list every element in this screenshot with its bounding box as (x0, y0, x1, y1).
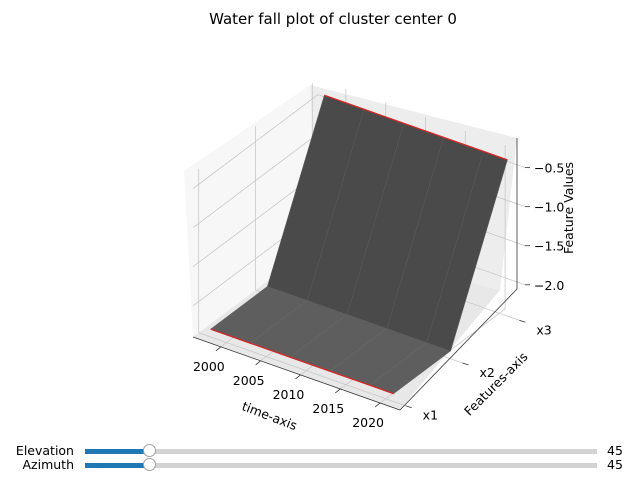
x-tick-label: 2005 (233, 373, 265, 388)
z-tick-label: −1.5 (534, 239, 564, 254)
x-tick-label: 2020 (352, 415, 384, 430)
azimuth-control: Azimuth 45 (0, 458, 635, 472)
y-tick-mark (405, 405, 412, 409)
azimuth-value: 45 (607, 457, 623, 472)
y-tick-label: x1 (423, 408, 438, 423)
elevation-label: Elevation (15, 443, 74, 458)
z-axis-label: Feature Values (561, 162, 576, 254)
y-axis-label: Features-axis (461, 349, 531, 419)
x-tick-mark (215, 346, 222, 352)
elevation-slider[interactable] (85, 444, 597, 457)
x-ticks: 2000 2005 2010 2015 2020 (193, 346, 384, 430)
y-tick-mark (519, 319, 526, 323)
x-tick-mark (374, 402, 381, 408)
elevation-slider-fill (85, 449, 149, 454)
series-edge-line (324, 94, 508, 161)
azimuth-label: Azimuth (22, 457, 74, 472)
surface-plot (210, 94, 508, 395)
y-tick-label: x3 (536, 322, 551, 337)
x-tick-mark (255, 360, 261, 366)
z-tick-label: −2.0 (534, 278, 564, 293)
y-tick-mark (462, 362, 469, 366)
elevation-control: Elevation 45 (0, 444, 635, 458)
x-tick-label: 2010 (273, 387, 305, 402)
axes-lines (192, 138, 518, 411)
x-axis-label: time-axis (240, 398, 299, 433)
chart-title: Water fall plot of cluster center 0 (209, 10, 457, 28)
z-tick-label: −1.0 (534, 200, 564, 215)
grid-line (192, 94, 319, 189)
y-tick-label: x2 (480, 365, 495, 380)
elevation-slider-handle[interactable] (143, 444, 156, 457)
elevation-value: 45 (607, 443, 623, 458)
z-tick-label: −0.5 (534, 161, 564, 176)
x-tick-label: 2000 (193, 359, 225, 374)
x-tick-mark (295, 374, 301, 380)
x-tick-label: 2015 (312, 401, 344, 416)
azimuth-slider-handle[interactable] (143, 458, 156, 471)
azimuth-slider-fill (85, 463, 149, 468)
y-ticks: x1 x2 x3 (405, 319, 552, 423)
grid-line (198, 332, 406, 407)
x-tick-mark (335, 388, 341, 394)
waterfall-plot: Water fall plot of cluster center 0 2000… (184, 10, 576, 434)
x-axis-line (192, 336, 401, 411)
y-axis-line (399, 288, 518, 411)
azimuth-slider[interactable] (85, 458, 597, 471)
left-pane (184, 85, 318, 337)
grid-line (192, 133, 319, 228)
z-ticks: −0.5 −1.0 −1.5 −2.0 (525, 161, 564, 293)
series-edge-line (210, 328, 394, 395)
